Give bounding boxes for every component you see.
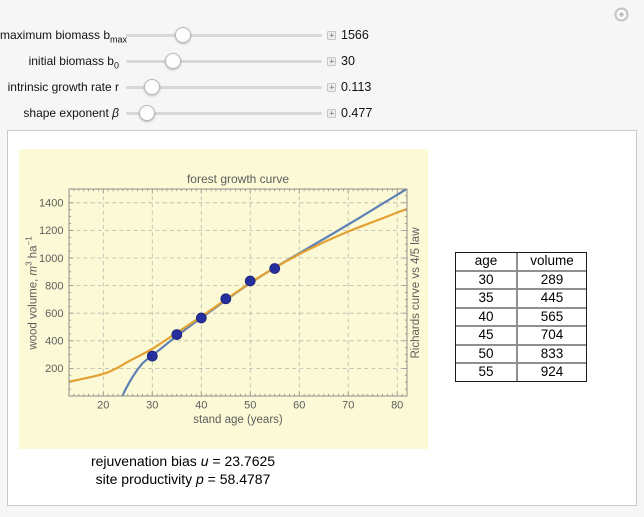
table-cell: 45: [456, 327, 518, 346]
slider-bmax[interactable]: [126, 26, 322, 44]
data-point: [146, 350, 158, 362]
table-row: 30 289: [456, 271, 586, 290]
slider-label-r: intrinsic growth rate r: [7, 80, 119, 94]
svg-text:70: 70: [342, 400, 354, 412]
svg-text:1000: 1000: [39, 253, 63, 265]
tick-labels: 20 30 40 50 60 70 80 200 400 600 800 1000 1200 1400: [39, 198, 403, 412]
slider-label-bmax: maximum biomass bmax: [0, 28, 128, 45]
slider-row-bmax: maximum biomass bmax 1566: [0, 26, 644, 44]
svg-text:200: 200: [45, 363, 63, 375]
x-axis-label: stand age (years): [193, 414, 283, 426]
open-popup-icon[interactable]: [614, 7, 629, 22]
table-cell: 445: [518, 290, 586, 309]
value-expand-button[interactable]: [327, 108, 336, 118]
table-row: 55 924: [456, 364, 586, 381]
slider-value-bmax: 1566: [341, 28, 369, 42]
output-panel: 20 30 40 50 60 70 80 200 400 600 800 1000 1200 1400 f…: [7, 130, 637, 506]
result-caption: rejuvenation bias u = 23.7625 site produ…: [26, 453, 340, 488]
slider-track[interactable]: [126, 86, 322, 89]
table-cell: 55: [456, 364, 518, 381]
slider-label-beta: shape exponent β: [23, 106, 119, 120]
slider-track[interactable]: [126, 34, 322, 37]
svg-text:80: 80: [391, 400, 403, 412]
slider-r[interactable]: [126, 78, 322, 96]
slider-b0[interactable]: [126, 52, 322, 70]
slider-thumb[interactable]: [144, 79, 161, 95]
slider-track[interactable]: [126, 60, 322, 63]
svg-text:1400: 1400: [39, 198, 63, 210]
svg-text:40: 40: [195, 400, 207, 412]
slider-value-beta: 0.477: [341, 106, 373, 120]
table-cell: 35: [456, 290, 518, 309]
value-expand-button[interactable]: [327, 56, 336, 66]
svg-text:30: 30: [146, 400, 158, 412]
y-axis-label: wood volume, m3 ha−1: [24, 236, 40, 350]
slider-label-b0: initial biomass b0: [28, 54, 119, 71]
data-point: [195, 312, 207, 324]
svg-text:1200: 1200: [39, 225, 63, 237]
right-axis-label: Richards curve vs 4/5 law: [410, 227, 422, 359]
table-cell: 40: [456, 308, 518, 327]
slider-beta[interactable]: [126, 104, 322, 122]
table-cell: 30: [456, 271, 518, 290]
site-productivity-text: site productivity p = 58.4787: [95, 470, 271, 487]
slider-row-b0: initial biomass b0 30: [0, 52, 644, 70]
data-point: [171, 329, 183, 340]
svg-text:50: 50: [244, 400, 256, 412]
slider-row-beta: shape exponent β 0.477: [0, 104, 644, 122]
plot-title: forest growth curve: [186, 172, 290, 186]
svg-text:600: 600: [45, 308, 63, 320]
slider-value-r: 0.113: [341, 80, 372, 94]
table-cell: 924: [540, 364, 564, 379]
axis-ticks: [68, 189, 408, 396]
table-cell: 704: [518, 327, 586, 346]
series-layer: [69, 189, 407, 396]
growth-plot: 20 30 40 50 60 70 80 200 400 600 800 1000 1200 1400: [39, 188, 408, 412]
table-cell: 50: [456, 345, 518, 364]
volume-table: age volume 30 289 35 445 40 565 45 704 50 833 55 924: [455, 252, 587, 382]
svg-text:400: 400: [45, 336, 63, 348]
value-expand-button[interactable]: [327, 82, 336, 92]
table-cell: 833: [518, 346, 586, 364]
svg-text:800: 800: [45, 280, 63, 292]
curve-law45: [69, 208, 407, 383]
svg-text:20: 20: [97, 400, 109, 412]
data-point: [220, 293, 232, 305]
slider-thumb[interactable]: [165, 53, 182, 69]
table-header-age: age: [456, 253, 518, 272]
table-row: 40 565: [456, 308, 586, 327]
slider-row-r: intrinsic growth rate r 0.113: [0, 78, 644, 96]
data-point: [269, 263, 281, 274]
scatter-data: [146, 263, 281, 362]
table-cell: 565: [518, 309, 586, 327]
plot-panel: 20 30 40 50 60 70 80 200 400 600 800 1000 1200 1400 f…: [19, 149, 428, 449]
grid-layer: [69, 189, 407, 396]
table-row: 50 833: [456, 345, 586, 364]
slider-track[interactable]: [126, 112, 322, 115]
slider-thumb[interactable]: [174, 27, 191, 43]
table-row: 35 445: [456, 290, 586, 309]
table-header-volume: volume: [518, 253, 586, 272]
value-expand-button[interactable]: [327, 30, 336, 40]
data-point: [244, 275, 256, 287]
svg-text:60: 60: [293, 400, 305, 412]
slider-value-b0: 30: [341, 54, 355, 68]
table-row: 45 704: [456, 327, 586, 346]
rejuvenation-bias-text: rejuvenation bias u = 23.7625: [90, 453, 276, 469]
curve-richards: [121, 189, 407, 396]
slider-thumb[interactable]: [138, 105, 155, 121]
table-cell: 289: [518, 272, 586, 290]
